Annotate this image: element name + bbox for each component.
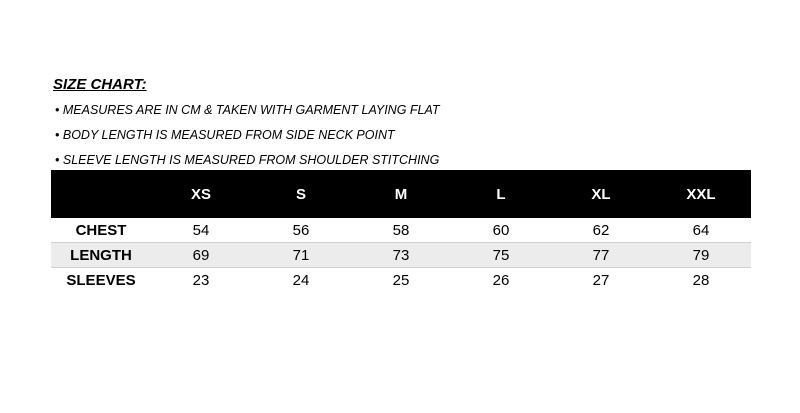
header-cell: S <box>251 170 351 218</box>
table-cell: 64 <box>651 218 751 243</box>
row-label: SLEEVES <box>66 271 136 289</box>
table-cell: 54 <box>151 218 251 243</box>
header-cell: XXL <box>651 170 751 218</box>
table-cell: 28 <box>692 271 710 289</box>
note-text: SLEEVE LENGTH IS MEASURED FROM SHOULDER … <box>62 153 440 167</box>
table-cell: 75 <box>451 242 551 268</box>
table-cell: 71 <box>251 242 351 268</box>
note-text: BODY LENGTH IS MEASURED FROM SIDE NECK P… <box>62 128 395 142</box>
header-cell: M <box>351 170 451 218</box>
table-cell: 69 <box>151 242 251 268</box>
header-cell: XL <box>551 170 651 218</box>
header-cell: XS <box>151 170 251 218</box>
table-cell: 62 <box>551 218 651 243</box>
table-cell: 58 <box>351 218 451 243</box>
table-cell: 25 <box>392 271 410 289</box>
table-cell: 24 <box>292 271 310 289</box>
row-label: CHEST <box>51 218 151 243</box>
note: • MEASURES ARE IN CM & TAKEN WITH GARMEN… <box>55 103 440 117</box>
table-cell: 73 <box>351 242 451 268</box>
note-text: MEASURES ARE IN CM & TAKEN WITH GARMENT … <box>62 103 440 117</box>
table-row: SLEEVES 23 24 25 26 27 28 <box>51 268 751 293</box>
table-cell: 56 <box>251 218 351 243</box>
table-cell: 26 <box>492 271 510 289</box>
table-row: LENGTH 69 71 73 75 77 79 <box>51 242 751 268</box>
page-title: SIZE CHART: <box>53 76 147 93</box>
table-cell: 27 <box>592 271 610 289</box>
table-cell: 23 <box>192 271 210 289</box>
row-label: LENGTH <box>51 242 151 268</box>
header-row: XS S M L XL XXL <box>51 170 751 218</box>
header-cell: L <box>451 170 551 218</box>
header-cell <box>51 170 151 218</box>
size-table: XS S M L XL XXL CHEST 54 56 58 60 62 64 LENGTH 6… <box>51 170 751 292</box>
note: • SLEEVE LENGTH IS MEASURED FROM SHOULDE… <box>55 153 440 167</box>
note: • BODY LENGTH IS MEASURED FROM SIDE NECK… <box>55 128 395 142</box>
table-cell: 60 <box>451 218 551 243</box>
table-cell: 79 <box>651 242 751 268</box>
table-cell: 77 <box>551 242 651 268</box>
table-row: CHEST 54 56 58 60 62 64 <box>51 218 751 243</box>
